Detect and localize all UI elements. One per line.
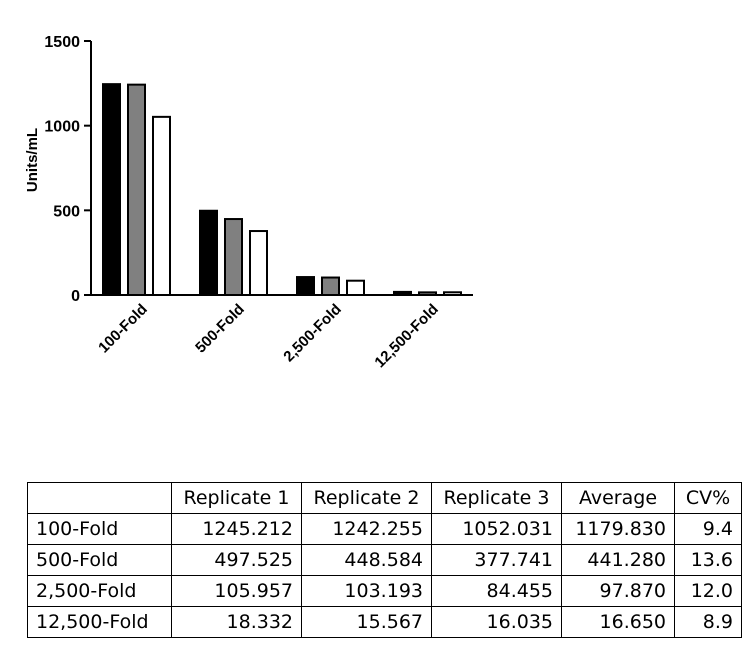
y-ticks-group: 0 500 1000 1500 (44, 34, 91, 305)
x-tick-label: 500-Fold (192, 301, 248, 357)
bar (296, 276, 315, 297)
table-cell: 16.650 (561, 606, 675, 638)
table-cell: 15.567 (301, 606, 432, 638)
table-cell: 97.870 (561, 575, 675, 607)
table-cell: 18.332 (171, 606, 302, 638)
bar (127, 83, 146, 296)
row-label: 100-Fold (27, 513, 172, 545)
bar (152, 115, 171, 297)
x-tick-label: 12,500-Fold (371, 301, 441, 371)
table-cell: 12.0 (674, 575, 742, 607)
row-label: 500-Fold (27, 544, 172, 576)
bar (199, 209, 218, 296)
y-tick-label: 500 (53, 203, 80, 220)
header-empty-cell (27, 482, 172, 514)
table-row: 100-Fold 1245.212 1242.255 1052.031 1179… (27, 513, 742, 545)
table-cell: 8.9 (674, 606, 742, 638)
table-cell: 9.4 (674, 513, 742, 545)
bar (346, 279, 365, 296)
table-cell: 448.584 (301, 544, 432, 576)
row-label: 2,500-Fold (27, 575, 172, 607)
y-tick-label: 1000 (44, 119, 80, 136)
header-average: Average (561, 482, 675, 514)
x-labels-group: 100-Fold 500-Fold 2,500-Fold 12,500-Fold (95, 301, 442, 371)
table-cell: 1179.830 (561, 513, 675, 545)
table-cell: 1242.255 (301, 513, 432, 545)
y-tick-label: 0 (71, 288, 80, 305)
table-row: 2,500-Fold 105.957 103.193 84.455 97.870… (27, 575, 742, 607)
x-tick-label: 100-Fold (95, 301, 151, 357)
bar (321, 276, 340, 296)
table-cell: 497.525 (171, 544, 302, 576)
table-cell: 377.741 (431, 544, 562, 576)
header-replicate-2: Replicate 2 (301, 482, 432, 514)
table-cell: 105.957 (171, 575, 302, 607)
table-cell: 16.035 (431, 606, 562, 638)
y-axis-label: Units/mL (24, 128, 41, 192)
bar (102, 83, 121, 296)
table-cell: 441.280 (561, 544, 675, 576)
table-cell: 1245.212 (171, 513, 302, 545)
bar (224, 218, 243, 296)
header-cv: CV% (674, 482, 742, 514)
table-header-row: Replicate 1 Replicate 2 Replicate 3 Aver… (27, 482, 742, 514)
table-row: 12,500-Fold 18.332 15.567 16.035 16.650 … (27, 606, 742, 638)
row-label: 12,500-Fold (27, 606, 172, 638)
table-cell: 103.193 (301, 575, 432, 607)
data-table: Replicate 1 Replicate 2 Replicate 3 Aver… (27, 482, 742, 638)
table-cell: 13.6 (674, 544, 742, 576)
bars-group (102, 83, 462, 297)
header-replicate-1: Replicate 1 (171, 482, 302, 514)
bar (249, 230, 268, 296)
table-cell: 1052.031 (431, 513, 562, 545)
x-tick-label: 2,500-Fold (280, 301, 344, 365)
header-replicate-3: Replicate 3 (431, 482, 562, 514)
y-tick-label: 1500 (44, 34, 80, 51)
table-row: 500-Fold 497.525 448.584 377.741 441.280… (27, 544, 742, 576)
table-cell: 84.455 (431, 575, 562, 607)
